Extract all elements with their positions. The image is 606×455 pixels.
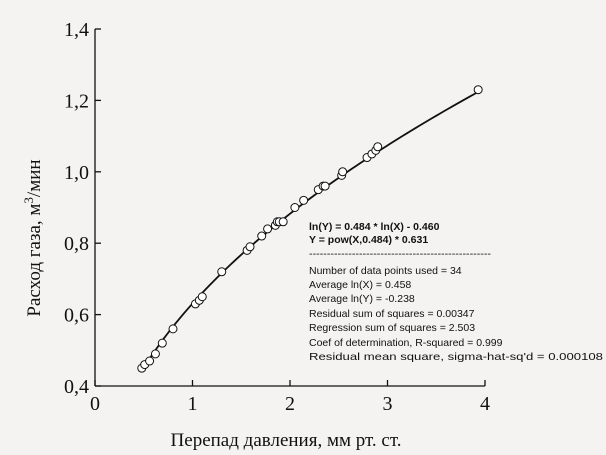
y-tick-label: 1,0	[64, 162, 89, 184]
regression-annotation: ln(Y) = 0.484 * ln(X) - 0.460 Y = pow(X,…	[309, 221, 603, 363]
y-tick-label: 1,2	[64, 90, 89, 112]
stat-line-6: Coef of determination, R-squared = 0.999	[309, 337, 503, 349]
data-point	[197, 292, 207, 302]
data-point	[338, 167, 348, 177]
y-tick-label: 0,6	[64, 305, 89, 327]
data-point	[290, 203, 300, 212]
data-point	[150, 349, 160, 359]
x-axis-label: Перепад давления, мм рт. ст.	[171, 430, 402, 451]
y-ticks: 0,4 0,6 0,8 1,0 1,2 1,4	[64, 19, 101, 398]
stat-line-3: Average ln(Y) = -0.238	[309, 293, 415, 305]
data-point	[157, 338, 167, 348]
equation-line-1: ln(Y) = 0.484 * ln(X) - 0.460	[309, 221, 440, 233]
y-axis-label-main: Расход газа, м	[24, 204, 45, 317]
data-point	[320, 181, 330, 191]
data-point	[278, 217, 288, 227]
x-tick-label: 0	[90, 393, 100, 415]
stat-line-4: Residual sum of squares = 0.00347	[309, 308, 475, 320]
stat-line-5: Regression sum of squares = 2.503	[309, 322, 475, 334]
equation-line-2: Y = pow(X,0.484) * 0.631	[309, 234, 428, 246]
data-point	[145, 356, 155, 366]
y-tick-label: 1,4	[64, 19, 89, 41]
stat-line-1: Number of data points used = 34	[309, 265, 462, 277]
annotation-separator: ----------------------------------------…	[309, 248, 492, 260]
stat-line-7: Residual mean square, sigma-hat-sq'd = 0…	[309, 351, 603, 363]
data-point	[245, 242, 255, 252]
x-tick-label: 1	[188, 393, 198, 415]
stat-line-2: Average ln(X) = 0.458	[309, 279, 411, 291]
y-axis-label-sup: 3	[21, 197, 36, 204]
data-point	[373, 142, 383, 152]
data-point	[168, 324, 178, 334]
y-axis-label: Расход газа, м3/мин	[21, 159, 45, 316]
data-point	[217, 267, 227, 277]
data-point	[257, 231, 267, 241]
data-point	[299, 195, 309, 205]
y-tick-label: 0,4	[64, 376, 89, 398]
y-axis-label-tail: /мин	[24, 159, 45, 197]
x-tick-label: 4	[480, 393, 490, 415]
data-points	[137, 85, 483, 373]
x-ticks: 0 1 2 3 4	[90, 380, 490, 415]
x-tick-label: 3	[383, 393, 393, 415]
data-point	[473, 85, 483, 95]
x-tick-label: 2	[285, 393, 295, 415]
data-point	[263, 224, 273, 234]
y-tick-label: 0,8	[64, 233, 89, 255]
